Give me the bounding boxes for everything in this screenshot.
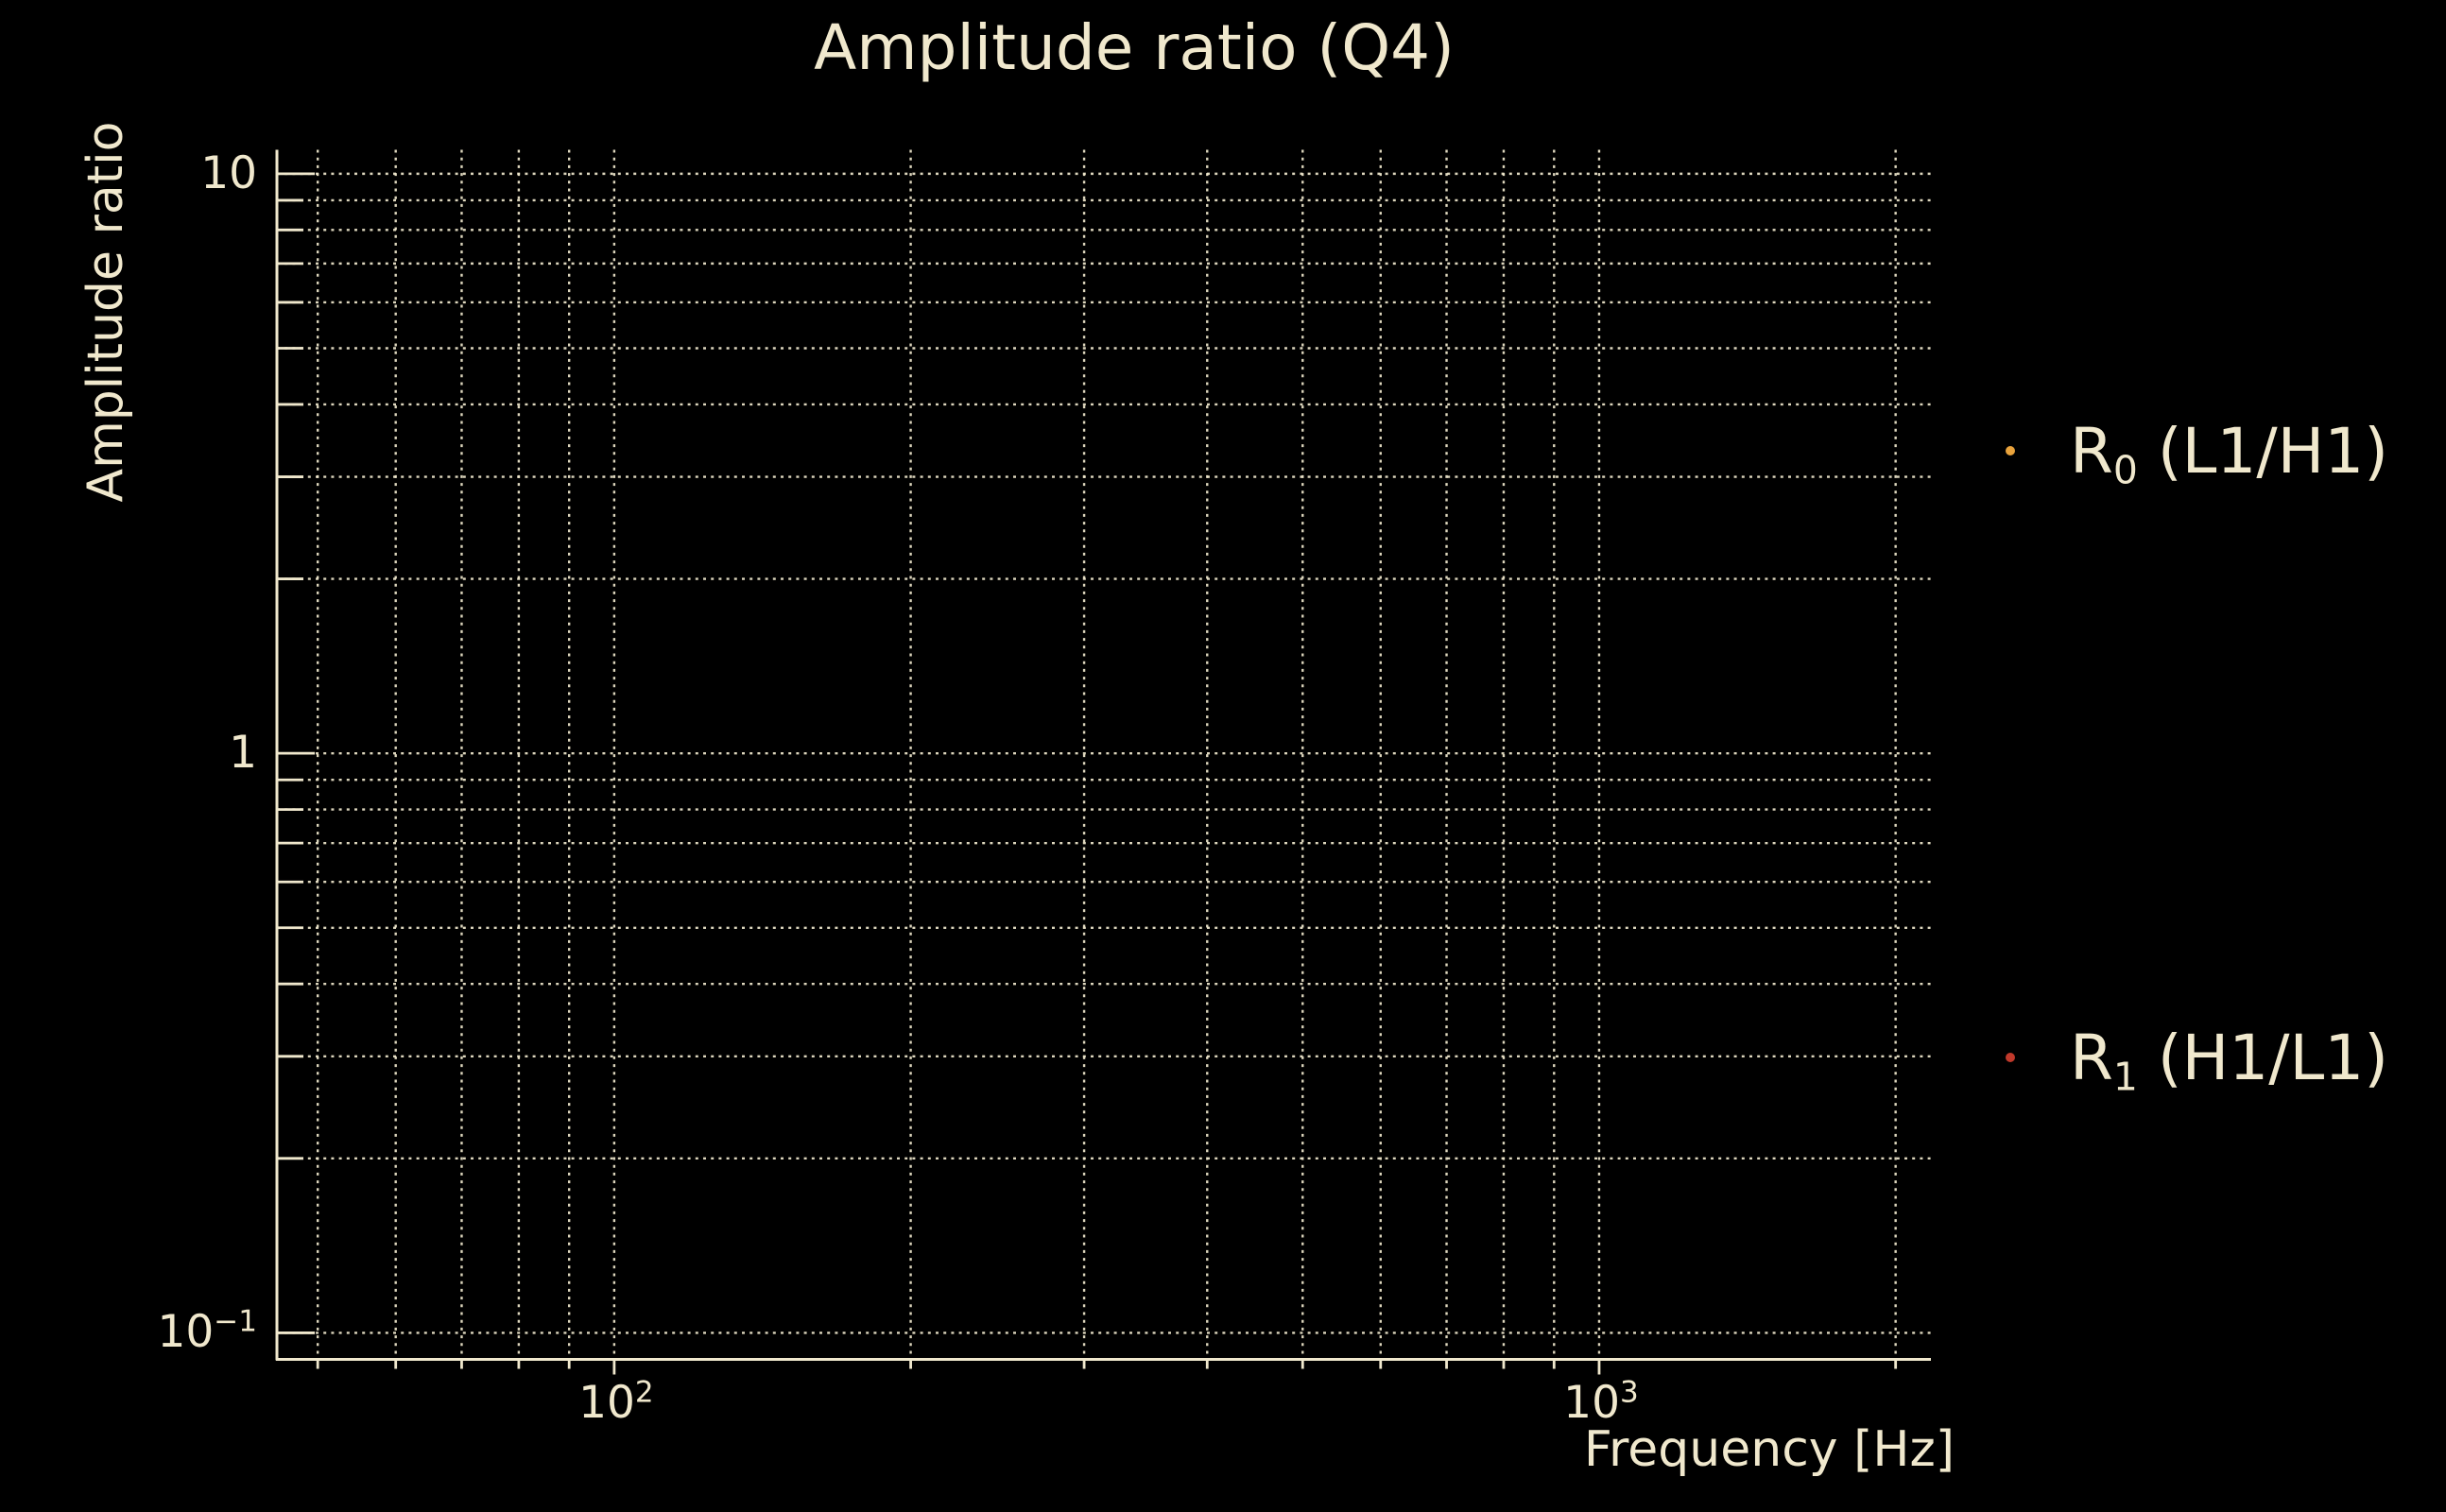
y-tick-label: 1	[229, 727, 257, 780]
legend-marker-r0-dot	[2006, 446, 2015, 455]
legend-marker-r1-dot	[2006, 1053, 2015, 1062]
legend-label-r1: R1 (H1/L1)	[2070, 1021, 2388, 1099]
y-tick-label: 10	[200, 146, 257, 199]
chart-title: Amplitude ratio (Q4)	[814, 11, 1455, 84]
x-tick-label: 102	[578, 1375, 654, 1429]
legend-entry-r0: R0 (L1/H1)	[2006, 399, 2388, 503]
x-tick-label: 103	[1563, 1375, 1639, 1429]
y-tick-label: 10−1	[157, 1304, 257, 1359]
x-axis-label: Frequency [Hz]	[1583, 1421, 1955, 1478]
legend-entry-r1: R1 (H1/L1)	[2006, 1005, 2388, 1109]
legend-label-r0: R0 (L1/H1)	[2070, 414, 2388, 492]
